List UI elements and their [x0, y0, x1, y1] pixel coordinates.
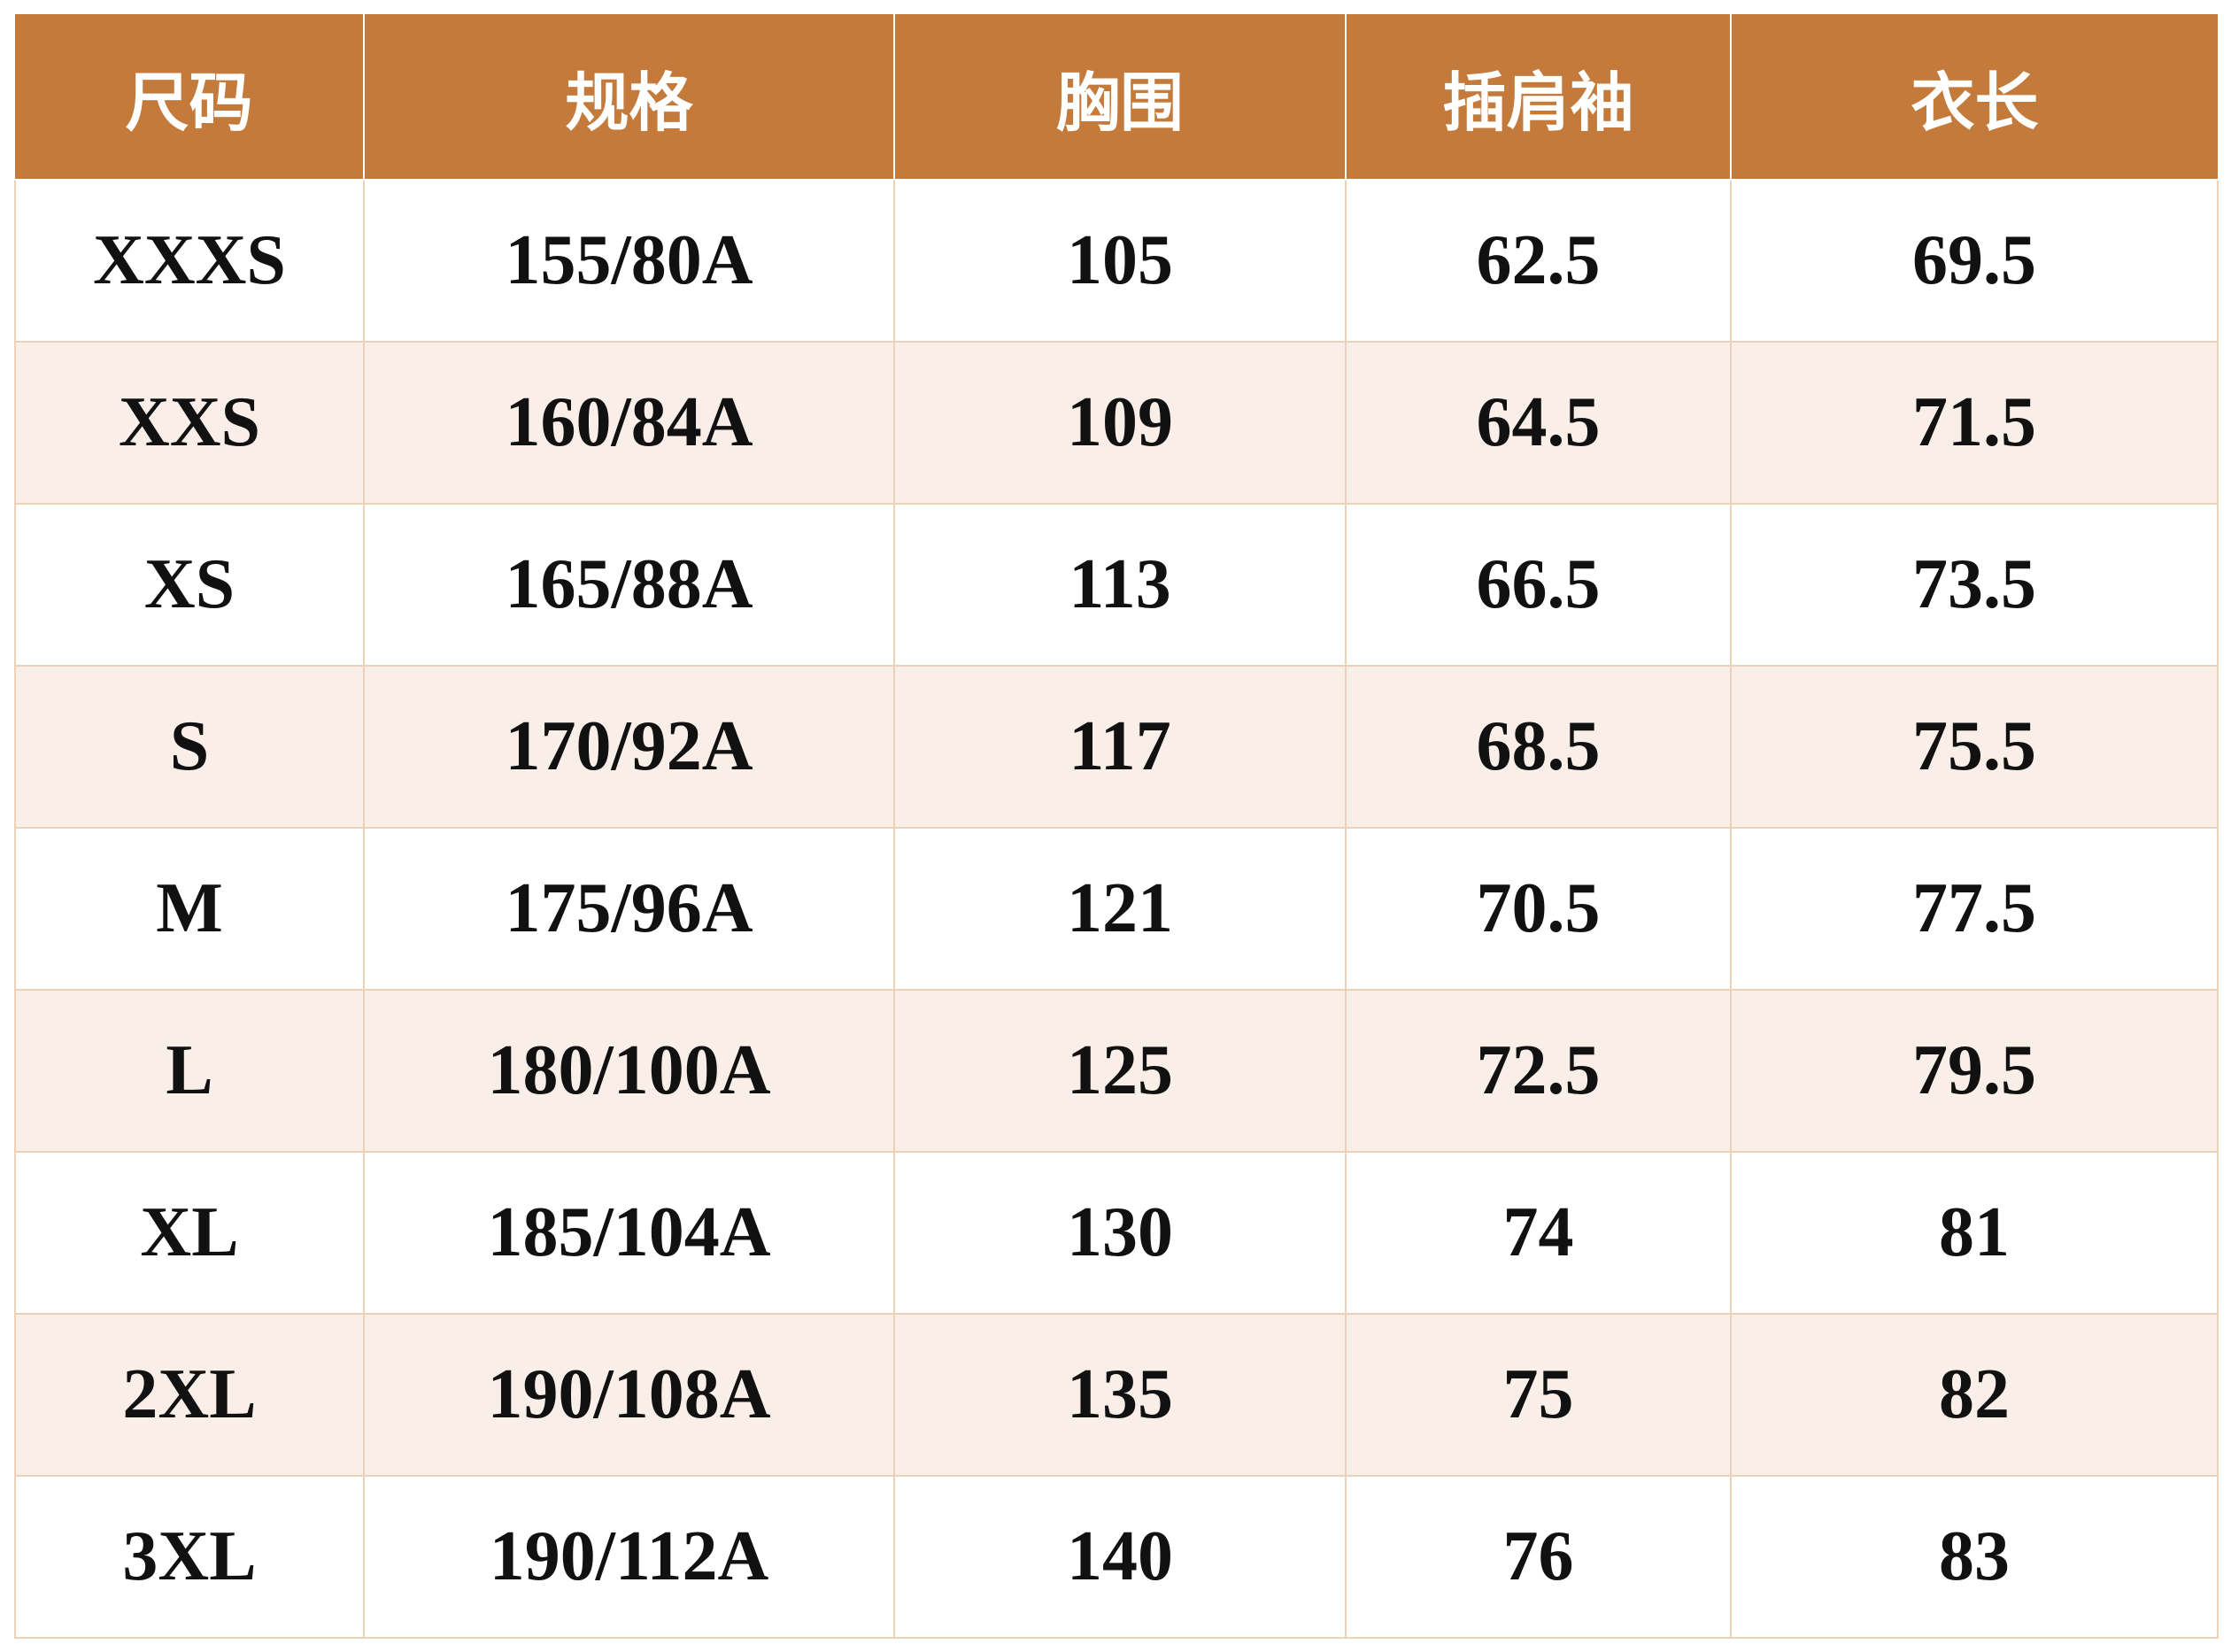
table-cell: 117 — [893, 665, 1347, 829]
table-cell: 165/88A — [363, 503, 895, 667]
table-row: XXXS 155/80A 105 62.5 69.5 — [14, 179, 2219, 343]
table-cell: M — [14, 827, 365, 991]
table-cell: 155/80A — [363, 179, 895, 343]
table-row: XXS 160/84A 109 64.5 71.5 — [14, 341, 2219, 505]
table-cell: XL — [14, 1151, 365, 1315]
table-cell: 130 — [893, 1151, 1347, 1315]
table-row: XL 185/104A 130 74 81 — [14, 1151, 2219, 1315]
table-cell: 170/92A — [363, 665, 895, 829]
table-row: L 180/100A 125 72.5 79.5 — [14, 989, 2219, 1153]
table-cell: XS — [14, 503, 365, 667]
table-cell: 68.5 — [1345, 665, 1732, 829]
table-cell: 62.5 — [1345, 179, 1732, 343]
table-cell: 77.5 — [1730, 827, 2219, 991]
table-cell: 190/108A — [363, 1313, 895, 1477]
table-cell: 2XL — [14, 1313, 365, 1477]
table-row: 3XL 190/112A 140 76 83 — [14, 1475, 2219, 1639]
header-row: 尺码 规格 胸围 插肩袖 衣长 — [15, 14, 2218, 181]
table-cell: 3XL — [14, 1475, 365, 1639]
table-cell: 113 — [893, 503, 1347, 667]
table-cell: 140 — [893, 1475, 1347, 1639]
table-body: XXXS 155/80A 105 62.5 69.5 XXS 160/84A 109 64.5 7… — [14, 179, 2219, 1639]
table-cell: 74 — [1345, 1151, 1732, 1315]
table-cell: 66.5 — [1345, 503, 1732, 667]
table-cell: XXS — [14, 341, 365, 505]
table-cell: 121 — [893, 827, 1347, 991]
table-cell: 190/112A — [363, 1475, 895, 1639]
table-cell: 81 — [1730, 1151, 2219, 1315]
table-cell: 185/104A — [363, 1151, 895, 1315]
table-cell: 75.5 — [1730, 665, 2219, 829]
size-table: 尺码 规格 胸围 插肩袖 衣长 XXXS 155/80A 105 62.5 69.5 XXS 160… — [14, 14, 2219, 1639]
table-cell: L — [14, 989, 365, 1153]
header-cell: 规格 — [363, 14, 895, 181]
table-cell: 64.5 — [1345, 341, 1732, 505]
table-cell: 70.5 — [1345, 827, 1732, 991]
table-cell: 175/96A — [363, 827, 895, 991]
table-cell: S — [14, 665, 365, 829]
table-cell: 135 — [893, 1313, 1347, 1477]
table-cell: 75 — [1345, 1313, 1732, 1477]
table-cell: 125 — [893, 989, 1347, 1153]
table-cell: 72.5 — [1345, 989, 1732, 1153]
table-cell: 73.5 — [1730, 503, 2219, 667]
header-cell: 衣长 — [1730, 14, 2218, 181]
table-cell: 83 — [1730, 1475, 2219, 1639]
table-row: S 170/92A 117 68.5 75.5 — [14, 665, 2219, 829]
table-row: XS 165/88A 113 66.5 73.5 — [14, 503, 2219, 667]
table-cell: 69.5 — [1730, 179, 2219, 343]
table-row: 2XL 190/108A 135 75 82 — [14, 1313, 2219, 1477]
table-cell: 180/100A — [363, 989, 895, 1153]
table-cell: 82 — [1730, 1313, 2219, 1477]
header-cell: 尺码 — [15, 14, 365, 181]
table-cell: XXXS — [14, 179, 365, 343]
table-cell: 76 — [1345, 1475, 1732, 1639]
table-cell: 105 — [893, 179, 1347, 343]
header-cell: 插肩袖 — [1345, 14, 1732, 181]
table-row: M 175/96A 121 70.5 77.5 — [14, 827, 2219, 991]
table-cell: 79.5 — [1730, 989, 2219, 1153]
header-cell: 胸围 — [893, 14, 1347, 181]
table-cell: 160/84A — [363, 341, 895, 505]
table-cell: 109 — [893, 341, 1347, 505]
table-cell: 71.5 — [1730, 341, 2219, 505]
